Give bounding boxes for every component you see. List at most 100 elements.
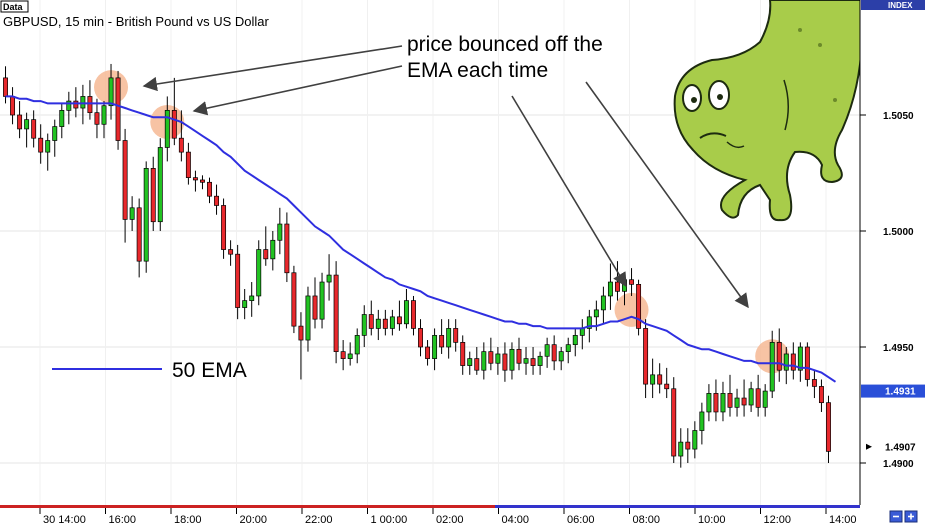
candle: [305, 286, 311, 352]
candle: [544, 337, 550, 368]
candle-body: [804, 346, 810, 380]
candle: [185, 142, 191, 185]
candle: [94, 98, 100, 139]
y-tick-label: 1.5000: [883, 227, 914, 238]
candle: [537, 351, 543, 375]
candle-body: [249, 295, 255, 301]
x-tick-label: 08:00: [633, 514, 661, 525]
candle: [108, 63, 114, 120]
candle: [319, 272, 325, 329]
candle-body: [776, 342, 782, 371]
candle: [263, 226, 269, 266]
candle: [24, 112, 30, 148]
candle: [629, 268, 634, 296]
candle-body: [593, 309, 599, 318]
candle: [80, 84, 86, 125]
candle-body: [615, 281, 620, 292]
data-tab-label: Data: [3, 2, 24, 12]
x-tick-label: 30 14:00: [43, 514, 86, 525]
current-price-tag-label: 1.4907: [885, 442, 916, 453]
candle: [425, 340, 431, 366]
candle: [389, 309, 395, 336]
candle-body: [727, 393, 733, 408]
candle: [326, 254, 332, 301]
candle: [368, 300, 374, 336]
candle-body: [783, 353, 789, 371]
candle-body: [811, 379, 817, 387]
candle: [396, 300, 402, 331]
candle: [811, 370, 817, 399]
candle: [446, 319, 452, 359]
creature-illustration: [673, 0, 863, 222]
candle-body: [108, 77, 114, 107]
candle-body: [699, 411, 705, 431]
candle-body: [537, 355, 543, 366]
candle-body: [713, 393, 719, 413]
candle-body: [551, 344, 557, 362]
x-tick-label: 14:00: [829, 514, 857, 525]
candle-body: [17, 114, 23, 130]
candle-body: [256, 249, 262, 297]
legend-label: 50 EMA: [172, 359, 247, 382]
y-tick-label: 1.5050: [883, 111, 914, 122]
candle-body: [467, 358, 473, 366]
ema-polyline: [5, 95, 837, 383]
candle-body: [73, 100, 79, 109]
chart-title: GBPUSD, 15 min - British Pound vs US Dol…: [3, 14, 270, 29]
candle-body: [523, 358, 529, 364]
candle: [249, 282, 255, 317]
y-tick-label: 1.4950: [883, 343, 914, 354]
candle: [650, 358, 656, 399]
candle: [200, 175, 205, 190]
candle: [340, 340, 346, 371]
price-axis-ticks: 1.4900 1.4950 1.5000 1.5050: [860, 111, 914, 470]
candle: [298, 312, 304, 380]
x-tick-label: 22:00: [305, 514, 333, 525]
candle-body: [502, 353, 508, 371]
data-tab[interactable]: [0, 0, 29, 13]
candle: [411, 295, 416, 336]
candle: [769, 330, 775, 399]
candle: [453, 319, 459, 352]
candle: [755, 374, 761, 417]
candle: [122, 128, 128, 243]
candle-body: [706, 393, 712, 413]
candle-body: [572, 335, 578, 346]
candle: [403, 289, 409, 329]
candle-body: [826, 402, 831, 452]
candle: [572, 328, 578, 357]
candle-body: [411, 300, 416, 329]
candle-body: [607, 281, 613, 297]
candle: [291, 265, 297, 334]
candle-body: [129, 207, 135, 220]
candle-body: [185, 151, 191, 178]
candle-body: [242, 300, 248, 308]
candle-body: [685, 441, 691, 450]
candle: [762, 384, 768, 417]
time-axis-ticks: 30 14:00 16:00 18:00 20:00 22:00 1 00:00 02:00…: [39, 508, 857, 526]
y-tick-label: 1.4900: [883, 459, 914, 470]
candle: [509, 342, 515, 380]
annotation-line-1: price bounced off the: [407, 33, 603, 56]
candle-body: [432, 335, 438, 359]
ema-price-tag: 1.4931: [861, 384, 925, 398]
creature-mouth: [699, 132, 727, 139]
candle-body: [488, 351, 494, 364]
candle-body: [643, 328, 649, 385]
candle: [115, 70, 121, 150]
arrow-to-bounce-3: [511, 95, 627, 288]
candle: [692, 421, 698, 459]
candle-body: [340, 351, 346, 359]
candle-body: [31, 119, 37, 139]
x-tick-label: 18:00: [174, 514, 202, 525]
candle-body: [101, 105, 107, 125]
candle-body: [270, 239, 276, 260]
candle: [495, 347, 501, 375]
candle: [467, 351, 473, 375]
candle-body: [558, 351, 564, 362]
candle-body: [59, 110, 65, 127]
candle-body: [80, 96, 86, 109]
candle: [256, 240, 262, 306]
